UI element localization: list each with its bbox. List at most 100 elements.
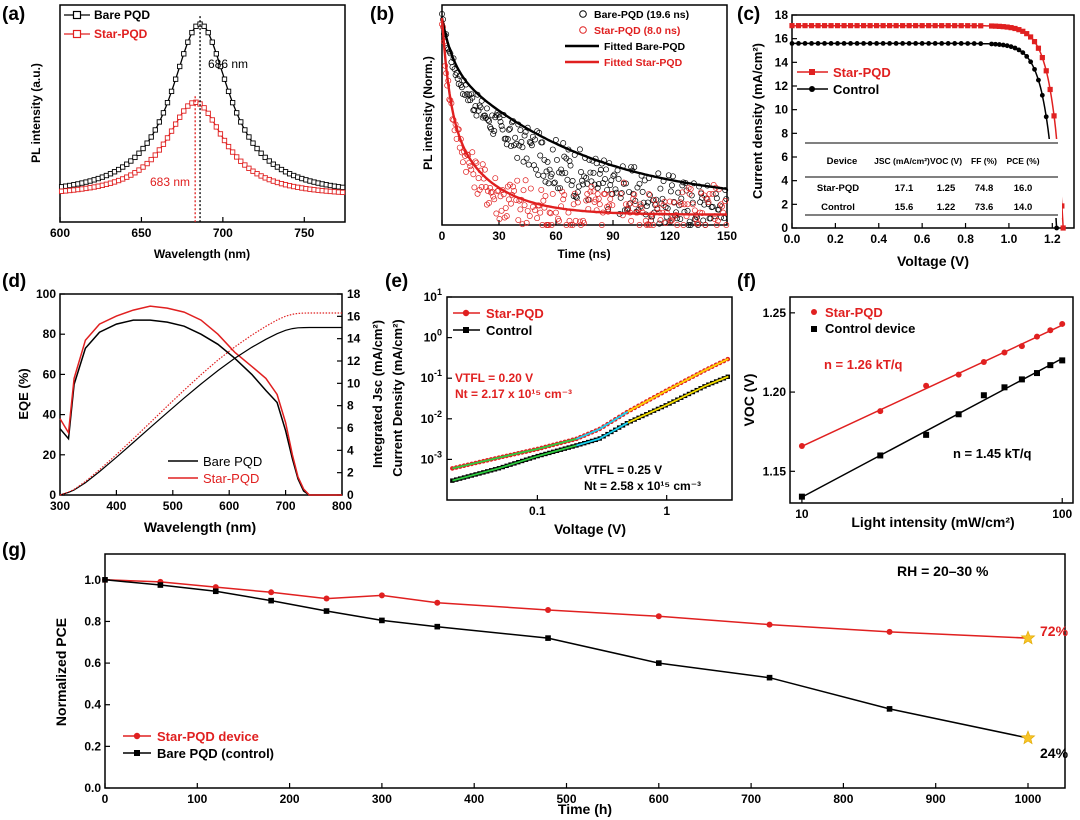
- data-point: [1008, 44, 1014, 50]
- x-axis-tick-label-400: 400: [464, 792, 484, 806]
- data-point: [497, 118, 504, 125]
- x-axis-tick-label-400: 400: [106, 499, 126, 513]
- data-point: [470, 171, 477, 178]
- data-point: [583, 174, 590, 181]
- data-point: [519, 221, 526, 228]
- data-point: [1012, 45, 1018, 51]
- data-point: [703, 195, 710, 202]
- x-axis-title: Voltage (V): [554, 521, 626, 537]
- table-header-voc: VOC (V): [930, 156, 962, 166]
- y-axis-tick-label: 10-2: [421, 409, 442, 426]
- table-cell-ff-star: 74.8: [975, 183, 994, 194]
- y-axis-title: Normalized PCE: [53, 618, 69, 726]
- data-point: [136, 167, 142, 173]
- panel-g-stability: 0 100 200 300 400 500 600 700 800 900 1000 0.0 0.2 0.…: [53, 553, 1069, 817]
- data-point: [517, 127, 524, 134]
- data-point: [560, 196, 567, 203]
- vtfl-label-control: VTFL = 0.25 V: [584, 463, 662, 477]
- data-point: [168, 88, 175, 95]
- data-point: [1016, 27, 1022, 33]
- data-point: [628, 217, 635, 224]
- data-point: [181, 108, 187, 114]
- data-point: [152, 152, 158, 158]
- data-point: [538, 186, 545, 193]
- data-point: [610, 172, 617, 179]
- retention-label-control: 24%: [1040, 745, 1069, 761]
- y-axis-tick-label-40: 40: [43, 408, 57, 422]
- data-point: [841, 23, 847, 29]
- data-point: [576, 218, 583, 225]
- plot-frame: [104, 553, 1066, 789]
- ideality-label-star: n = 1.26 kT/q: [824, 357, 902, 372]
- data-point: [491, 196, 498, 203]
- ideality-label-control: n = 1.45 kT/q: [953, 446, 1031, 461]
- data-point: [498, 123, 505, 129]
- data-point: [258, 150, 264, 156]
- data-point: [715, 206, 722, 213]
- data-point: [815, 23, 821, 29]
- data-point: [602, 176, 608, 183]
- data-point: [644, 199, 651, 206]
- data-point: [132, 154, 138, 161]
- legend-label-control: Bare PQD (control): [157, 746, 274, 761]
- data-point: [270, 161, 276, 167]
- data-point: [449, 64, 456, 70]
- y-axis-tick-label-1.15: 1.15: [763, 464, 787, 478]
- data-point: [124, 161, 130, 167]
- data-point: [861, 41, 866, 46]
- data-point: [567, 221, 574, 228]
- data-point: [1039, 92, 1045, 98]
- data-point: [1059, 357, 1066, 364]
- data-point: [434, 623, 441, 630]
- data-point: [971, 23, 977, 29]
- data-point: [1031, 39, 1038, 45]
- data-point: [234, 110, 240, 116]
- data-point: [955, 371, 962, 378]
- data-point: [952, 23, 958, 29]
- x-axis-tick-label-120: 120: [660, 229, 680, 243]
- data-point: [893, 23, 899, 29]
- data-point: [548, 170, 555, 177]
- fit-line-0: [801, 324, 1063, 447]
- series-line-1: [104, 579, 1029, 739]
- table-header-ff: FF (%): [971, 156, 997, 166]
- x-axis-tick-label-600: 600: [649, 792, 669, 806]
- data-point: [164, 135, 171, 141]
- panel-f-light-intensity: 10 100 1.15 1.20 1.25 Star-PQD Control devic…: [741, 296, 1074, 530]
- data-point: [506, 181, 513, 188]
- y-axis-tick-label-10: 10: [775, 103, 789, 117]
- legend-marker-control: [463, 327, 469, 333]
- data-point: [508, 200, 514, 207]
- data-point: [591, 181, 598, 188]
- data-point: [1028, 34, 1034, 40]
- data-point: [528, 142, 535, 149]
- y-axis-tick-label-0: 0.0: [84, 781, 101, 795]
- data-point: [657, 185, 664, 192]
- data-point: [434, 599, 441, 606]
- data-point: [225, 143, 232, 150]
- data-point: [177, 63, 183, 70]
- x-axis-tick-label-150: 150: [717, 229, 737, 243]
- data-point: [517, 206, 524, 213]
- legend-label-star: Star-PQD: [94, 27, 148, 41]
- data-point: [459, 159, 466, 166]
- data-point: [681, 201, 688, 208]
- data-point: [524, 207, 531, 214]
- data-point: [714, 217, 721, 224]
- data-point: [518, 138, 525, 145]
- data-point: [822, 41, 827, 46]
- data-point: [522, 177, 529, 184]
- data-point: [475, 175, 482, 182]
- table-cell-voc-control: 1.22: [937, 202, 956, 213]
- data-point: [540, 172, 547, 179]
- data-point: [542, 178, 549, 185]
- data-point: [835, 41, 840, 46]
- data-point: [539, 139, 546, 146]
- integrated-line-0: [59, 326, 342, 496]
- data-point: [631, 164, 638, 171]
- data-point: [482, 115, 489, 121]
- data-point: [120, 164, 126, 170]
- data-point: [323, 608, 330, 614]
- data-point: [955, 411, 962, 418]
- data-point: [262, 154, 268, 161]
